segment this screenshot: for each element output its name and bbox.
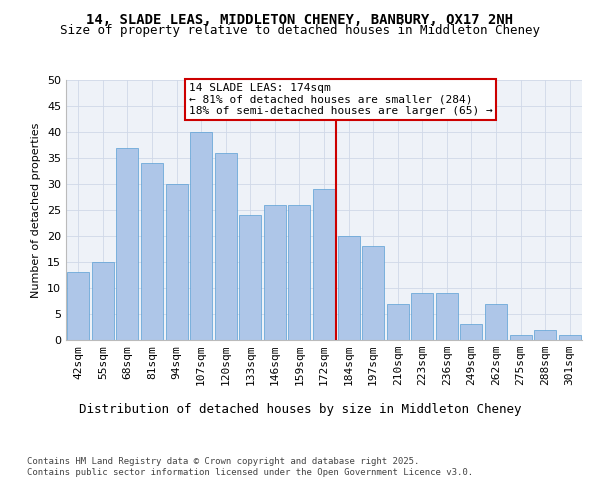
- Text: Contains HM Land Registry data © Crown copyright and database right 2025.
Contai: Contains HM Land Registry data © Crown c…: [27, 458, 473, 477]
- Text: Distribution of detached houses by size in Middleton Cheney: Distribution of detached houses by size …: [79, 402, 521, 415]
- Bar: [559, 335, 581, 340]
- Bar: [313, 189, 335, 340]
- Bar: [215, 153, 237, 340]
- Y-axis label: Number of detached properties: Number of detached properties: [31, 122, 41, 298]
- Text: 14 SLADE LEAS: 174sqm
← 81% of detached houses are smaller (284)
18% of semi-det: 14 SLADE LEAS: 174sqm ← 81% of detached …: [189, 82, 493, 116]
- Bar: [460, 324, 482, 340]
- Bar: [485, 304, 507, 340]
- Bar: [166, 184, 188, 340]
- Bar: [534, 330, 556, 340]
- Text: Size of property relative to detached houses in Middleton Cheney: Size of property relative to detached ho…: [60, 24, 540, 37]
- Bar: [338, 236, 359, 340]
- Bar: [509, 335, 532, 340]
- Bar: [141, 163, 163, 340]
- Text: 14, SLADE LEAS, MIDDLETON CHENEY, BANBURY, OX17 2NH: 14, SLADE LEAS, MIDDLETON CHENEY, BANBUR…: [86, 12, 514, 26]
- Bar: [92, 262, 114, 340]
- Bar: [67, 272, 89, 340]
- Bar: [411, 293, 433, 340]
- Bar: [386, 304, 409, 340]
- Bar: [289, 205, 310, 340]
- Bar: [362, 246, 384, 340]
- Bar: [436, 293, 458, 340]
- Bar: [116, 148, 139, 340]
- Bar: [264, 205, 286, 340]
- Bar: [239, 215, 262, 340]
- Bar: [190, 132, 212, 340]
